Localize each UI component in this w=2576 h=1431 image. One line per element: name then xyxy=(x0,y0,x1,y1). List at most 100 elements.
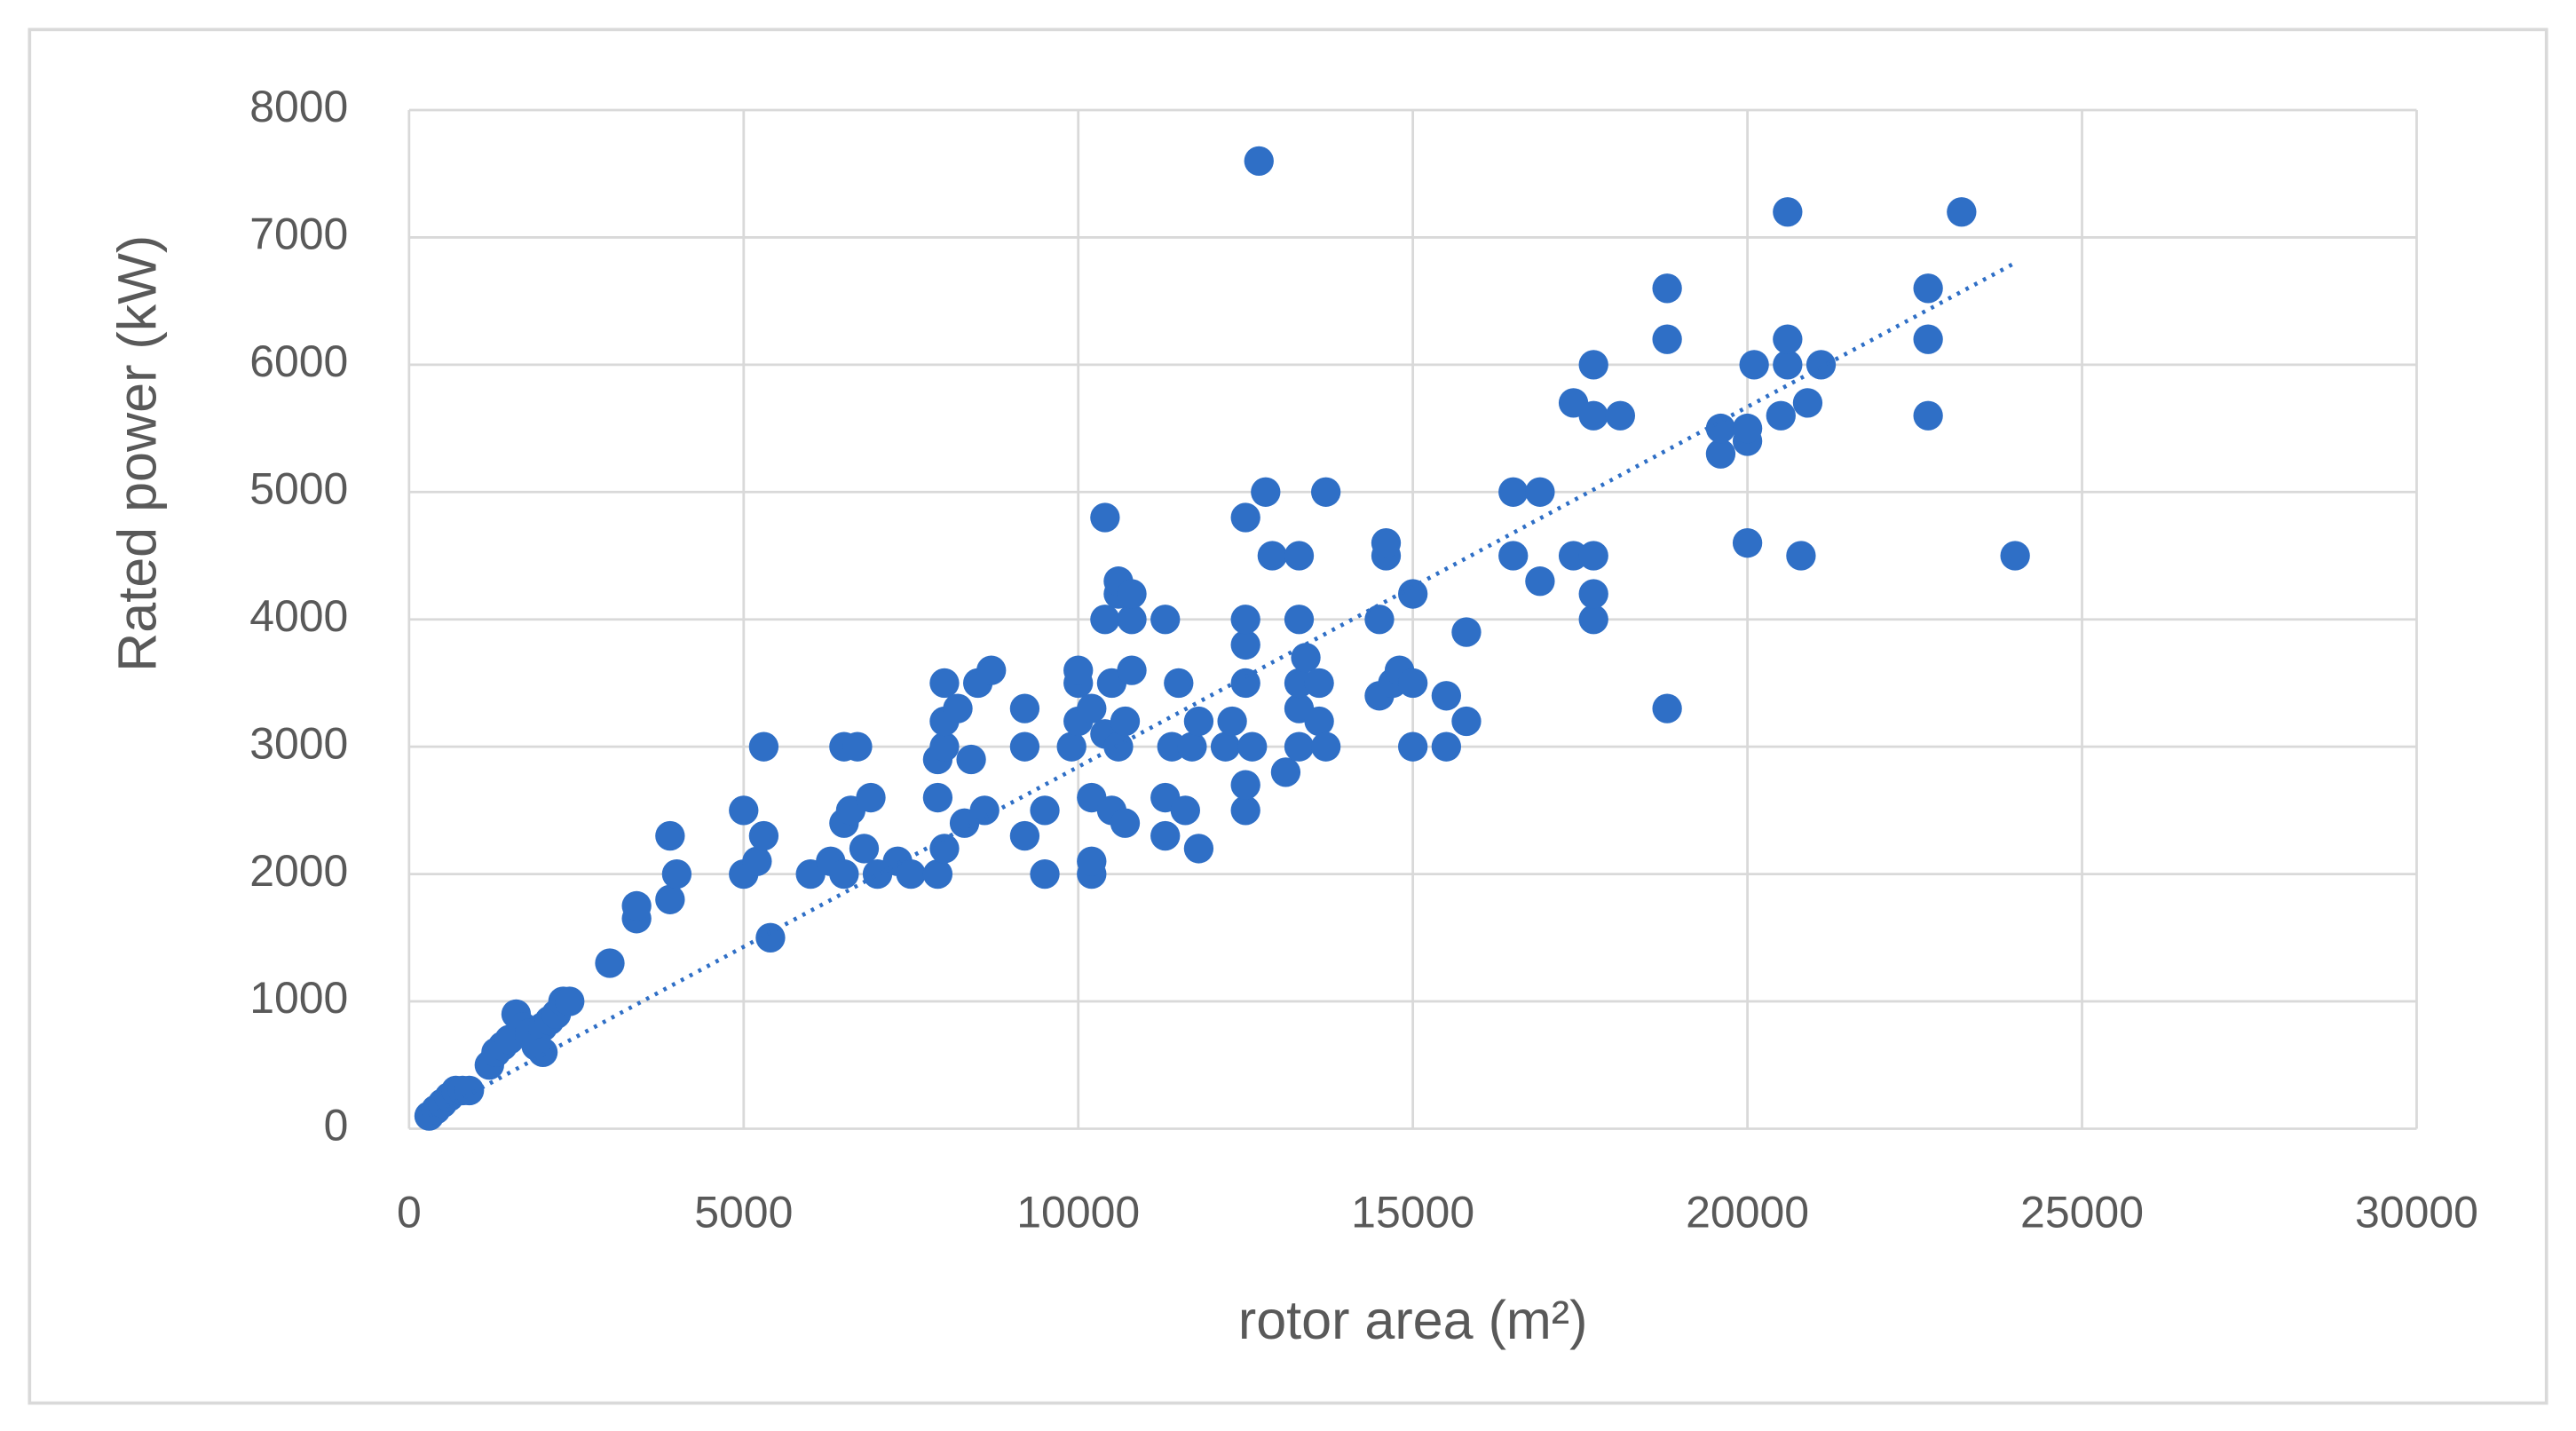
data-point xyxy=(1230,770,1260,800)
data-point xyxy=(929,668,960,699)
data-point xyxy=(1766,400,1796,431)
data-point xyxy=(1773,197,1803,227)
data-point xyxy=(1009,820,1040,851)
data-point xyxy=(1773,350,1803,380)
data-point xyxy=(1451,706,1482,737)
data-point xyxy=(1310,731,1341,762)
data-point xyxy=(1498,541,1529,571)
data-point xyxy=(1230,629,1260,660)
x-tick-label: 25000 xyxy=(2020,1188,2144,1237)
data-point xyxy=(1110,808,1141,838)
data-point xyxy=(1056,731,1087,762)
data-point xyxy=(1705,413,1736,444)
data-point xyxy=(1284,605,1315,635)
data-point xyxy=(1110,706,1141,737)
data-point xyxy=(1164,668,1194,699)
data-point xyxy=(1077,846,1107,876)
y-tick-label: 1000 xyxy=(249,973,348,1023)
data-point xyxy=(943,693,973,723)
data-point xyxy=(969,795,1000,826)
data-point xyxy=(729,795,759,826)
data-point xyxy=(1605,400,1636,431)
data-point xyxy=(621,890,652,921)
data-point xyxy=(1578,400,1608,431)
data-point xyxy=(1705,439,1736,469)
data-point xyxy=(1117,579,1147,609)
data-point xyxy=(1117,655,1147,685)
data-point xyxy=(1244,146,1274,177)
data-point xyxy=(1792,388,1823,418)
data-point xyxy=(1170,795,1200,826)
data-point xyxy=(1652,273,1682,304)
data-point xyxy=(1090,605,1120,635)
data-point xyxy=(1732,413,1763,444)
data-point xyxy=(1371,528,1402,558)
data-point xyxy=(1773,324,1803,354)
data-point xyxy=(896,858,926,889)
data-point xyxy=(829,858,859,889)
data-point xyxy=(1177,731,1207,762)
data-point xyxy=(1009,693,1040,723)
data-point xyxy=(1364,605,1395,635)
data-point xyxy=(1284,541,1315,571)
y-tick-label: 6000 xyxy=(249,336,348,386)
data-point xyxy=(1578,350,1608,380)
data-point xyxy=(1210,731,1241,762)
y-axis-title: Rated power (kW) xyxy=(107,235,167,672)
data-point xyxy=(1498,477,1529,507)
data-point xyxy=(1398,579,1428,609)
data-point xyxy=(849,834,880,864)
data-point xyxy=(1525,477,1555,507)
y-tick-label: 3000 xyxy=(249,718,348,768)
data-point xyxy=(956,744,986,775)
data-point xyxy=(1077,693,1107,723)
data-point xyxy=(1732,528,1763,558)
data-point xyxy=(1806,350,1837,380)
data-point xyxy=(1578,579,1608,609)
x-tick-label: 15000 xyxy=(1351,1188,1474,1237)
data-point xyxy=(2000,541,2030,571)
data-point xyxy=(1230,605,1260,635)
data-point xyxy=(1451,617,1482,647)
data-point xyxy=(1230,668,1260,699)
data-point xyxy=(1251,477,1281,507)
trendline xyxy=(428,261,2017,1119)
data-point xyxy=(595,948,625,978)
data-point xyxy=(1652,693,1682,723)
data-point xyxy=(655,884,685,914)
data-point xyxy=(1304,706,1334,737)
data-point xyxy=(1431,681,1462,711)
data-point xyxy=(1183,706,1214,737)
x-tick-label: 10000 xyxy=(1016,1188,1140,1237)
x-tick-label: 5000 xyxy=(694,1188,793,1237)
data-point xyxy=(454,1075,485,1106)
data-point xyxy=(1786,541,1816,571)
data-point xyxy=(1117,605,1147,635)
data-point xyxy=(1578,605,1608,635)
data-point xyxy=(1150,605,1181,635)
x-axis-title: rotor area (m²) xyxy=(1238,1290,1588,1350)
x-tick-label: 0 xyxy=(397,1188,422,1237)
x-tick-label: 30000 xyxy=(2355,1188,2478,1237)
data-point xyxy=(1237,731,1268,762)
data-point xyxy=(655,820,685,851)
data-point xyxy=(1230,502,1260,533)
data-point xyxy=(1913,324,1943,354)
data-point xyxy=(1913,400,1943,431)
data-point xyxy=(842,731,873,762)
data-point xyxy=(922,858,953,889)
data-point xyxy=(929,731,960,762)
data-point xyxy=(1652,324,1682,354)
data-point xyxy=(1431,731,1462,762)
data-point xyxy=(1913,273,1943,304)
data-point xyxy=(527,1037,558,1068)
data-point xyxy=(976,655,1007,685)
data-point xyxy=(1398,668,1428,699)
data-point xyxy=(555,986,585,1016)
data-point xyxy=(1257,541,1288,571)
data-point xyxy=(1230,795,1260,826)
data-point xyxy=(1030,795,1060,826)
data-point xyxy=(1063,655,1094,685)
y-tick-label: 4000 xyxy=(249,591,348,641)
